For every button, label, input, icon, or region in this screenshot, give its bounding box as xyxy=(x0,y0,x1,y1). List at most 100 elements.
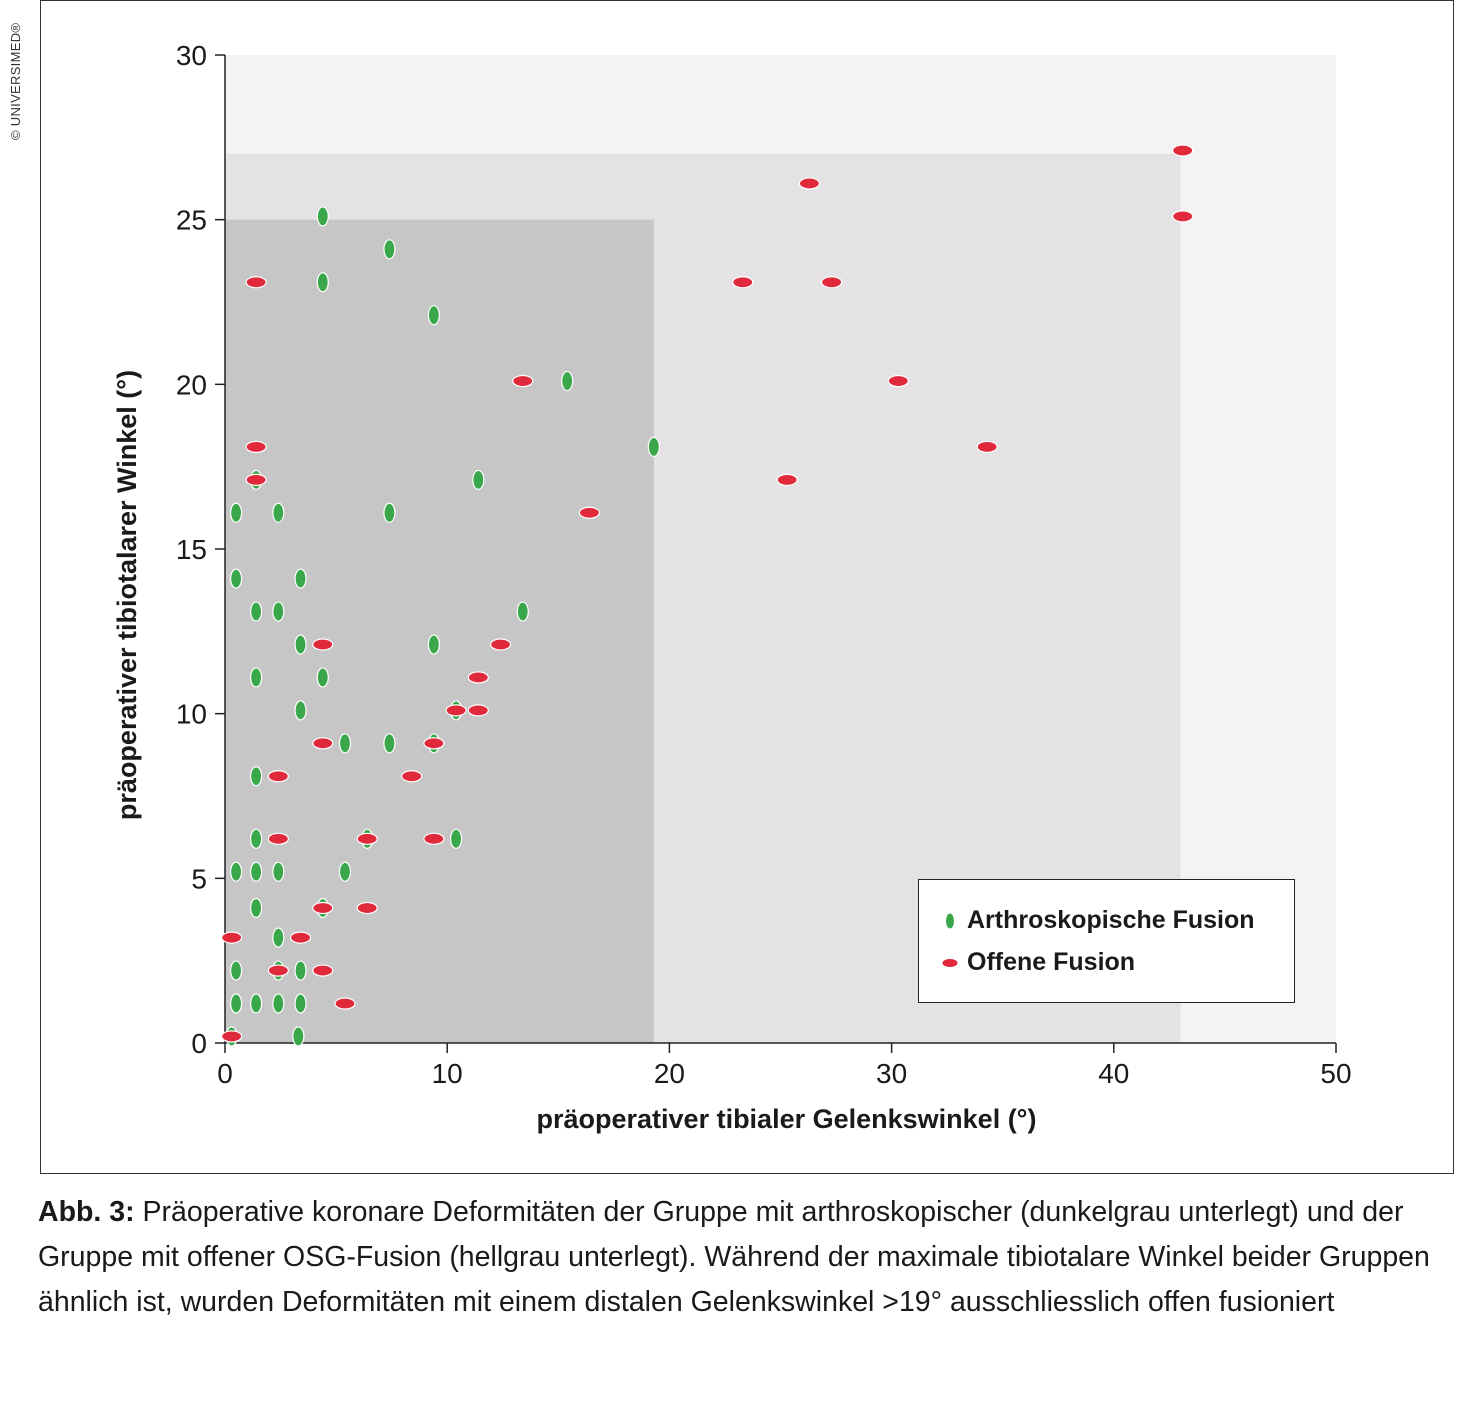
x-tick-label: 30 xyxy=(876,1058,907,1089)
data-point-offen xyxy=(423,832,445,845)
data-point-arthroskopisch xyxy=(294,634,307,655)
data-point-offen xyxy=(289,931,312,944)
data-point-arthroskopisch xyxy=(272,601,285,622)
data-point-arthroskopisch xyxy=(383,733,396,754)
data-point-offen xyxy=(512,374,534,388)
data-point-arthroskopisch xyxy=(316,272,329,293)
data-point-arthroskopisch xyxy=(294,960,307,981)
data-point-offen xyxy=(467,704,489,717)
data-point-offen xyxy=(445,704,467,717)
data-point-offen xyxy=(267,832,289,845)
data-point-arthroskopisch xyxy=(250,897,263,919)
x-tick-label: 10 xyxy=(432,1058,463,1089)
data-point-arthroskopisch xyxy=(449,828,463,849)
data-point-offen xyxy=(776,473,798,486)
scatter-chart: 0 5 10 15 20 25 30 0 10 20 30 40 50 präoperativer tib… xyxy=(112,40,1352,1134)
data-point-offen xyxy=(267,964,289,977)
data-point-arthroskopisch xyxy=(316,667,329,688)
x-tick-label: 0 xyxy=(217,1058,233,1089)
axes xyxy=(215,54,1337,1053)
data-point-arthroskopisch xyxy=(647,436,660,458)
data-point-arthroskopisch xyxy=(272,993,285,1014)
y-tick-label: 20 xyxy=(176,369,207,400)
data-point-arthroskopisch xyxy=(230,960,243,981)
data-point-offen xyxy=(489,638,512,651)
data-point-arthroskopisch xyxy=(338,861,352,882)
x-tick-label: 40 xyxy=(1098,1058,1129,1089)
data-point-arthroskopisch xyxy=(250,766,263,787)
data-point-offen xyxy=(312,901,334,915)
data-point-arthroskopisch xyxy=(294,568,307,589)
data-point-arthroskopisch xyxy=(230,861,243,882)
y-tick-label: 25 xyxy=(176,205,207,236)
x-axis-label: präoperativer tibialer Gelenkswinkel (°) xyxy=(537,1104,1037,1134)
figure-caption: Abb. 3: Präoperative koronare Deformität… xyxy=(38,1190,1456,1325)
data-point-offen xyxy=(423,737,445,750)
green-ellipse-icon xyxy=(946,913,954,928)
data-point-arthroskopisch xyxy=(250,667,263,688)
data-point-arthroskopisch xyxy=(472,469,485,490)
data-point-arthroskopisch xyxy=(427,634,440,655)
data-point-offen xyxy=(1172,144,1194,157)
data-point-offen xyxy=(356,832,378,845)
legend: Arthroskopische Fusion Offene Fusion xyxy=(918,879,1295,1003)
data-point-offen xyxy=(245,440,267,454)
y-tick-label: 5 xyxy=(191,863,207,894)
data-point-offen xyxy=(267,770,289,783)
x-tick-label: 20 xyxy=(654,1058,685,1089)
y-tick-label: 30 xyxy=(176,40,207,71)
data-point-arthroskopisch xyxy=(292,1026,305,1047)
data-point-offen xyxy=(798,177,820,190)
x-tick-label: 50 xyxy=(1320,1058,1351,1089)
legend-item-open: Offene Fusion xyxy=(941,948,1135,977)
data-point-offen xyxy=(245,473,267,486)
data-point-arthroskopisch xyxy=(250,993,263,1014)
data-point-offen xyxy=(887,374,909,388)
data-point-offen xyxy=(245,276,267,289)
data-point-arthroskopisch xyxy=(250,861,263,882)
data-point-arthroskopisch xyxy=(316,206,329,227)
data-points xyxy=(221,144,1194,1047)
data-point-offen xyxy=(467,671,489,684)
data-point-offen xyxy=(312,638,334,651)
axis-labels: 0 5 10 15 20 25 30 0 10 20 30 40 50 präoperativer tib… xyxy=(112,40,1352,1134)
data-point-arthroskopisch xyxy=(561,370,574,392)
data-point-arthroskopisch xyxy=(230,568,243,589)
caption-label: Abb. 3: xyxy=(38,1196,135,1228)
y-tick-label: 10 xyxy=(176,699,207,730)
data-point-offen xyxy=(976,440,998,454)
data-point-arthroskopisch xyxy=(230,993,243,1014)
data-point-offen xyxy=(312,964,334,977)
data-point-arthroskopisch xyxy=(383,502,396,523)
legend-item-arthro: Arthroskopische Fusion xyxy=(941,906,1255,935)
data-point-arthroskopisch xyxy=(383,239,396,260)
data-point-arthroskopisch xyxy=(272,861,285,882)
data-point-arthroskopisch xyxy=(230,502,243,523)
y-tick-label: 15 xyxy=(176,534,207,565)
caption-text: Präoperative koronare Deformitäten der G… xyxy=(38,1196,1430,1318)
data-point-arthroskopisch xyxy=(272,927,285,948)
data-point-arthroskopisch xyxy=(272,502,285,523)
y-axis-label: präoperativer tibiotalarer Winkel (°) xyxy=(112,370,142,820)
data-point-arthroskopisch xyxy=(294,700,307,721)
legend-label-open: Offene Fusion xyxy=(967,948,1136,976)
data-point-offen xyxy=(312,737,334,750)
data-point-offen xyxy=(401,770,423,783)
data-point-arthroskopisch xyxy=(516,601,529,622)
data-point-arthroskopisch xyxy=(338,733,352,754)
data-point-offen xyxy=(334,997,356,1010)
data-point-arthroskopisch xyxy=(294,993,307,1014)
dark-region xyxy=(225,219,654,1043)
data-point-offen xyxy=(221,1030,243,1043)
data-point-offen xyxy=(356,901,378,915)
data-point-offen xyxy=(732,276,754,289)
data-point-arthroskopisch xyxy=(250,601,263,622)
figure-frame xyxy=(40,0,1454,1174)
data-point-arthroskopisch xyxy=(427,305,440,326)
data-point-offen xyxy=(1172,210,1194,223)
legend-label-arthro: Arthroskopische Fusion xyxy=(967,906,1255,934)
data-point-offen xyxy=(578,506,601,519)
red-ellipse-icon xyxy=(942,958,958,967)
background-regions xyxy=(225,55,1336,1044)
data-point-offen xyxy=(221,931,243,944)
